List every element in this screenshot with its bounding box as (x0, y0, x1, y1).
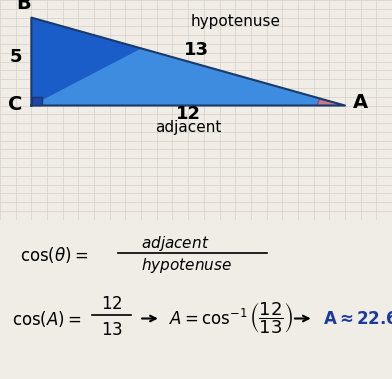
Text: A: A (353, 93, 368, 112)
Text: $A=\cos^{-1}$: $A=\cos^{-1}$ (169, 309, 247, 329)
Text: $adjacent$: $adjacent$ (141, 234, 210, 253)
Polygon shape (31, 49, 345, 105)
Text: adjacent: adjacent (155, 120, 221, 135)
Text: $\left(\dfrac{12}{13}\right)$: $\left(\dfrac{12}{13}\right)$ (249, 301, 294, 336)
Text: 5: 5 (9, 47, 22, 66)
Text: hypotenuse: hypotenuse (190, 14, 280, 30)
Text: 12: 12 (176, 105, 201, 123)
Text: B: B (16, 0, 31, 13)
Text: $\cos(\theta)=$: $\cos(\theta)=$ (20, 245, 88, 265)
Polygon shape (31, 17, 141, 105)
Text: $\bf{A \approx 22.62°}$: $\bf{A \approx 22.62°}$ (323, 310, 392, 327)
Polygon shape (31, 17, 345, 105)
FancyBboxPatch shape (32, 97, 42, 105)
Text: $13$: $13$ (101, 321, 123, 339)
Text: $hypotenuse$: $hypotenuse$ (141, 257, 232, 276)
Wedge shape (318, 99, 345, 105)
Text: C: C (9, 95, 23, 114)
Polygon shape (31, 17, 141, 105)
Text: 13: 13 (183, 41, 209, 59)
Text: $\cos(A)=$: $\cos(A)=$ (12, 309, 82, 329)
Text: $12$: $12$ (101, 295, 123, 313)
